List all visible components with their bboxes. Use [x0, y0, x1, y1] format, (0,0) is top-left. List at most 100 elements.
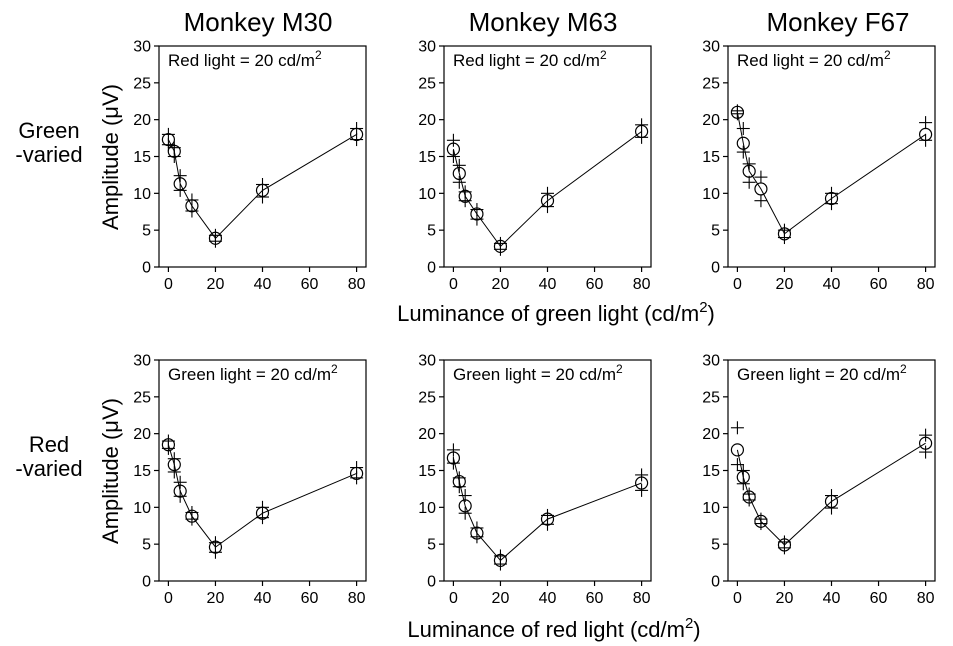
- mean-data-point: [777, 227, 792, 241]
- y-tick-label: 20: [418, 112, 436, 129]
- x-tick-label: 40: [254, 590, 272, 607]
- mean-data-point: [493, 239, 508, 253]
- y-tick-label: 25: [418, 389, 436, 406]
- x-tick-label: 20: [207, 276, 225, 293]
- x-tick-label: 20: [776, 590, 794, 607]
- x-tick-label: 80: [917, 276, 935, 293]
- y-tick-label: 25: [133, 389, 151, 406]
- x-tick-label: 0: [733, 590, 742, 607]
- mean-data-point: [452, 474, 466, 489]
- mean-data-point: [349, 127, 364, 141]
- x-tick-label: 60: [586, 590, 604, 607]
- row-label-green-line2: -varied: [15, 142, 82, 167]
- y-tick-label: 30: [133, 353, 151, 370]
- individual-data-point: [446, 150, 460, 163]
- mean-data-point: [349, 466, 364, 481]
- row-label-red-line1: Red: [29, 432, 69, 457]
- mean-data-point: [185, 199, 199, 213]
- mean-data-point: [255, 183, 270, 197]
- mean-data-point: [470, 207, 484, 221]
- individual-data-point: [635, 118, 649, 132]
- mean-data-point: [161, 132, 176, 147]
- individual-data-point: [635, 468, 649, 482]
- y-tick-label: 25: [133, 75, 151, 92]
- mean-data-point: [161, 438, 176, 452]
- y-tick-label: 5: [427, 223, 436, 240]
- x-tick-label: 40: [823, 590, 841, 607]
- y-tick-label: 20: [133, 112, 151, 129]
- mean-data-point: [446, 451, 461, 465]
- mean-data-point: [167, 144, 181, 158]
- row-label-red-line2: -varied: [15, 456, 82, 481]
- individual-data-point: [919, 428, 933, 442]
- annotation-superscript: 2: [315, 48, 322, 62]
- plot-frame: [158, 45, 367, 268]
- y-tick-label: 0: [711, 260, 720, 277]
- individual-data-point: [446, 133, 460, 147]
- individual-data-point: [167, 150, 181, 163]
- individual-data-point: [256, 190, 269, 204]
- x-tick-label: 80: [633, 590, 651, 607]
- mean-series-line: [736, 112, 926, 235]
- y-tick-label: 5: [427, 537, 436, 554]
- y-tick-label: 5: [142, 537, 151, 554]
- x-tick-label: 40: [254, 276, 272, 293]
- annotation-text: Red light = 20 cd/m: [168, 51, 315, 70]
- individual-data-point: [736, 477, 750, 491]
- column-title-m63: Monkey M63: [469, 7, 618, 37]
- x-tick-label: 40: [539, 590, 557, 607]
- mean-data-point: [458, 499, 472, 513]
- individual-data-point: [742, 157, 756, 171]
- y-tick-label: 0: [142, 574, 151, 591]
- panel-f67-red: 0 5 10 15 20 25 30 0 20 40 60 80 Green light = 20 cd…: [702, 353, 936, 607]
- x-tick-label: 60: [870, 590, 888, 607]
- y-tick-label: 5: [142, 223, 151, 240]
- individual-data-point: [173, 475, 187, 489]
- individual-data-point: [736, 464, 750, 477]
- individual-data-point: [754, 194, 768, 208]
- plot-frame: [727, 45, 936, 268]
- mean-data-point: [255, 506, 270, 520]
- mean-data-point: [777, 538, 792, 552]
- individual-data-point: [458, 506, 472, 520]
- individual-data-point: [730, 421, 744, 435]
- mean-data-point: [730, 443, 745, 457]
- individual-data-point: [208, 234, 222, 248]
- x-tick-label: 80: [633, 276, 651, 293]
- annotation-superscript: 2: [331, 362, 338, 376]
- x-tick-label: 20: [776, 276, 794, 293]
- y-tick-label: 10: [133, 500, 151, 517]
- plot-frame: [727, 359, 936, 582]
- y-tick-label: 10: [418, 500, 436, 517]
- individual-data-point: [185, 512, 199, 526]
- mean-data-point: [167, 458, 181, 472]
- y-tick-label: 30: [133, 39, 151, 56]
- annotation-text: Red light = 20 cd/m: [453, 51, 600, 70]
- x-axis-label-green: Luminance of green light (cd/m2): [397, 299, 715, 326]
- x-tick-label: 0: [733, 276, 742, 293]
- y-tick-label: 25: [702, 389, 720, 406]
- y-tick-label: 15: [702, 149, 720, 166]
- individual-data-point: [446, 456, 460, 470]
- x-tick-label: 60: [301, 276, 319, 293]
- y-tick-label: 5: [711, 537, 720, 554]
- mean-data-point: [452, 166, 466, 181]
- annotation-superscript: 2: [600, 48, 607, 62]
- y-tick-label: 20: [133, 426, 151, 443]
- y-tick-label: 30: [418, 353, 436, 370]
- annotation-superscript: 2: [900, 362, 907, 376]
- y-tick-label: 20: [702, 112, 720, 129]
- x-tick-label: 40: [823, 276, 841, 293]
- mean-data-point: [754, 514, 768, 528]
- annotation-text: Green light = 20 cd/m: [168, 365, 331, 384]
- individual-data-point: [635, 483, 649, 497]
- x-tick-label: 0: [449, 276, 458, 293]
- individual-data-point: [825, 501, 838, 515]
- panel-m30-red: 0 5 10 15 20 25 30 0 20 40 60 80 Green light = 20 cd…: [133, 353, 367, 607]
- mean-data-point: [742, 164, 756, 178]
- x-tick-label: 0: [449, 590, 458, 607]
- individual-data-point: [493, 242, 507, 256]
- individual-data-point: [452, 158, 466, 172]
- panel-annotation: Red light = 20 cd/m2: [168, 48, 322, 70]
